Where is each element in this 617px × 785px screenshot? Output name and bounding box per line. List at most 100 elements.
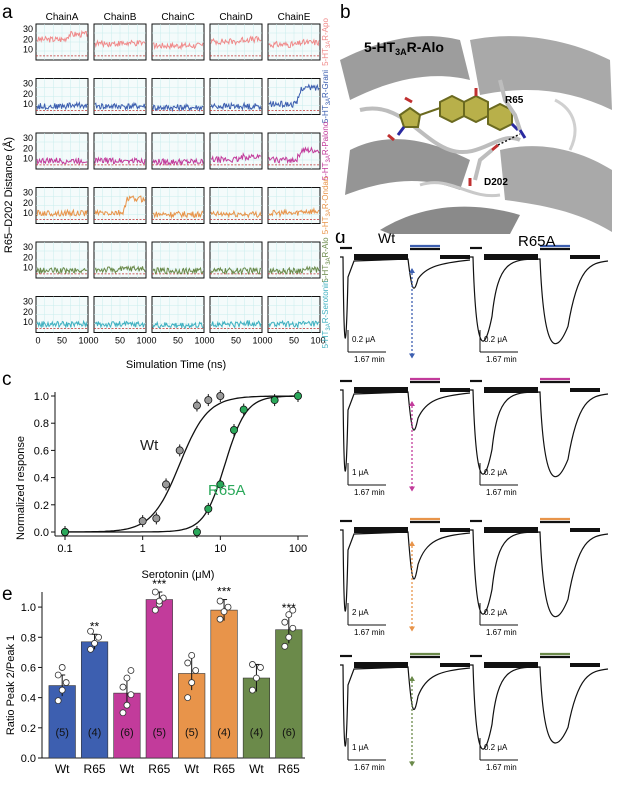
x-tick-label: 0 xyxy=(209,336,214,346)
trajectory-trace xyxy=(94,156,146,165)
individual-point xyxy=(184,659,192,667)
individual-point xyxy=(151,606,159,614)
x-tick-label: 100 xyxy=(310,336,325,346)
y-tick-label: 0.8 xyxy=(21,632,36,644)
panel-e-ylabel: Ratio Peak 2/Peak 1 xyxy=(5,635,17,735)
trajectory-trace xyxy=(94,101,146,111)
individual-point xyxy=(155,597,163,605)
baseline-noise xyxy=(440,528,470,532)
baseline-noise xyxy=(484,527,538,533)
y-tick-label: 10 xyxy=(23,263,33,273)
row-system-label: 5-HT3AR-Alo xyxy=(321,237,332,283)
data-point xyxy=(239,405,248,414)
trajectory-trace xyxy=(94,265,146,274)
individual-point xyxy=(188,679,196,686)
y-tick-label: 10 xyxy=(23,99,33,109)
series-label-wt: Wt xyxy=(140,437,159,454)
scale-time: 1.67 min xyxy=(354,488,385,497)
row-system-label: 5-HT3AR-Serotonin xyxy=(321,281,332,349)
panel-c-ylabel: Normalized response xyxy=(15,436,27,540)
baseline-noise xyxy=(354,662,408,668)
data-point xyxy=(204,504,213,513)
individual-point xyxy=(285,633,293,641)
current-trace xyxy=(470,529,609,618)
arrow-head xyxy=(409,353,415,359)
current-trace xyxy=(340,256,471,339)
individual-point xyxy=(95,633,102,641)
row-label-rest: R-Alo xyxy=(321,237,330,258)
baseline-noise xyxy=(484,254,538,260)
n-label: (5) xyxy=(185,727,198,739)
trajectory-trace xyxy=(268,38,320,49)
individual-point xyxy=(184,694,192,702)
row-label-sub: 3A xyxy=(326,41,332,48)
data-point xyxy=(175,446,184,455)
n-label: (4) xyxy=(88,727,101,739)
trajectory-trace xyxy=(152,210,204,220)
trajectory-trace xyxy=(152,41,204,51)
trajectory-trace xyxy=(36,156,88,165)
chain-header: ChainB xyxy=(104,12,137,23)
individual-point xyxy=(249,661,256,668)
row-label-sub: 3A xyxy=(326,257,332,264)
trajectory-trace xyxy=(152,102,204,113)
significance-mark: *** xyxy=(282,601,296,615)
row-label-main: 5-HT xyxy=(321,216,330,234)
data-point xyxy=(216,391,225,400)
category-label: Wt xyxy=(55,762,70,776)
individual-point xyxy=(224,603,232,611)
row-label-sub: 3A xyxy=(326,98,332,105)
current-trace xyxy=(470,664,609,750)
panel-b-residue-r65: R65 xyxy=(505,95,524,106)
panel-b-title: 5-HT3AR-Alo xyxy=(364,39,444,57)
bar xyxy=(80,641,109,759)
individual-point xyxy=(253,674,260,682)
y-tick-label: 0.2 xyxy=(34,500,49,512)
arrow-head xyxy=(409,676,415,681)
scale-time: 1.67 min xyxy=(354,628,385,637)
trajectory-trace xyxy=(268,83,320,109)
x-tick-label: 100 xyxy=(252,336,267,346)
y-tick-label: 1.0 xyxy=(34,391,49,403)
baseline-noise xyxy=(484,662,538,668)
chain-header: ChainC xyxy=(161,12,194,23)
y-tick-label: 30 xyxy=(23,24,33,34)
data-point xyxy=(270,396,279,405)
panel-label-b: b xyxy=(340,2,351,23)
individual-point xyxy=(151,588,159,596)
row-label-rest: R-Grani xyxy=(321,70,330,98)
trajectory-trace xyxy=(36,267,88,275)
scale-current: 1 μA xyxy=(352,743,369,752)
x-tick-label: 100 xyxy=(78,336,93,346)
data-point xyxy=(204,396,213,405)
trajectory-trace xyxy=(210,209,262,219)
panel-d-traces: 0.2 μA 1.67 min 0.2 μA 1.67 min 1 μA 1.67 min… xyxy=(340,244,609,772)
trajectory-trace xyxy=(36,319,88,329)
row-label-main: 5-HT xyxy=(321,48,330,66)
category-label: Wt xyxy=(120,762,135,776)
trajectory-trace xyxy=(36,208,88,218)
row-label-rest: R-Ondan xyxy=(321,177,330,209)
category-label: R65 xyxy=(148,762,170,776)
data-point xyxy=(61,528,70,537)
individual-point xyxy=(281,642,289,650)
arrow-head xyxy=(409,401,415,406)
series-label-r65a: R65A xyxy=(208,482,246,499)
bar xyxy=(275,629,303,759)
row-label-main: 5-HT xyxy=(321,331,330,349)
current-trace xyxy=(340,664,471,747)
n-label: (6) xyxy=(282,727,295,739)
scale-time: 1.67 min xyxy=(486,488,517,497)
row-label-sub: 3A xyxy=(326,209,332,216)
row-label-main: 5-HT xyxy=(321,105,330,123)
chain-header: ChainD xyxy=(219,12,252,23)
scale-current: 0.2 μA xyxy=(352,335,376,344)
significance-mark: *** xyxy=(152,577,166,591)
individual-point xyxy=(91,639,98,647)
trajectory-trace xyxy=(152,320,204,330)
row-system-label: 5-HT3AR-Ondan xyxy=(321,177,332,235)
x-tick-label: 10 xyxy=(214,543,226,555)
individual-point xyxy=(289,624,297,632)
panel-a-ylabel: R65–D202 Distance (Å) xyxy=(2,137,15,253)
y-tick-label: 30 xyxy=(23,188,33,198)
